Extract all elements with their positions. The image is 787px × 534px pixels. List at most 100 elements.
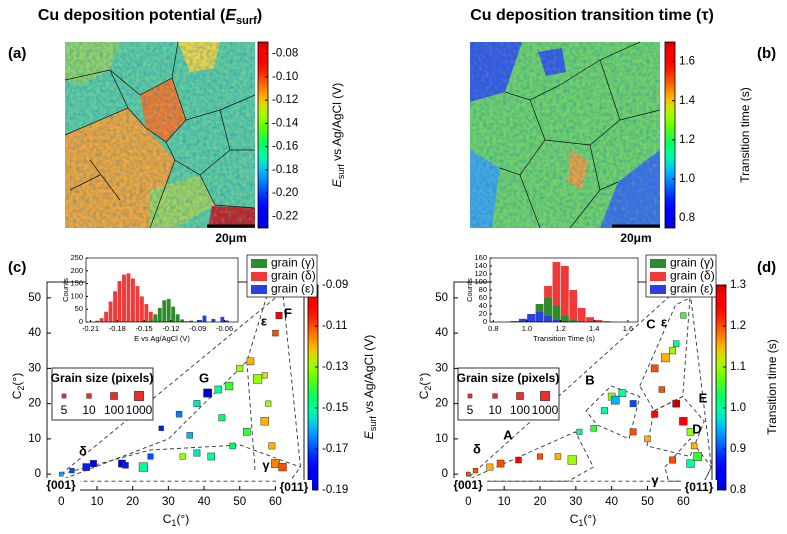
grain-marker [268, 442, 276, 450]
colorbar-tick-label: -0.14 [272, 117, 299, 129]
grain-marker [610, 395, 620, 405]
title-part: E [225, 7, 237, 24]
grain-marker [229, 442, 236, 450]
colorbar [664, 41, 676, 229]
grain-marker [466, 471, 471, 477]
grain-marker [203, 388, 212, 398]
colorbar-tick-label: 1.2 [679, 134, 695, 146]
colorbar [715, 284, 727, 491]
label-part: (°) [10, 373, 24, 386]
colorbar [307, 284, 319, 491]
grain-marker [246, 357, 255, 366]
grain-marker [679, 417, 688, 426]
colorbar-label: Transition time (s) [738, 87, 752, 183]
label-part: (°) [583, 512, 596, 526]
region-outlines [57, 290, 712, 482]
x-tick-label: 30 [162, 496, 175, 508]
grain-marker [224, 381, 234, 391]
panel-label: (c) [8, 259, 26, 276]
grain-marker [669, 347, 677, 355]
grain-marker [271, 459, 280, 468]
grain-marker [601, 407, 608, 415]
colorbar-tick-label: -0.09 [322, 279, 348, 291]
grain-marker [650, 364, 659, 373]
grain-marker [690, 442, 698, 450]
label-part: 2 [423, 386, 433, 391]
label-part: vs Ag/AgCl (V) [330, 83, 344, 164]
label-part: (°) [176, 512, 189, 526]
grain-marker [138, 462, 148, 472]
title: Cu deposition transition time (τ) [470, 7, 714, 24]
y-tick-label: 10 [28, 433, 41, 445]
colorbar-tick-label: 0.8 [730, 484, 746, 496]
label-part: E [362, 430, 376, 439]
x-axis-label: C1(°) [163, 512, 189, 528]
grain-marker [472, 467, 479, 474]
label-part: C [10, 390, 24, 399]
title-part: Cu deposition transition time (τ) [470, 7, 714, 24]
x-tick-label: 50 [641, 496, 654, 508]
colorbar-tick-label: 1.6 [679, 56, 695, 68]
grain-marker [644, 435, 651, 443]
x-tick-label: 40 [605, 496, 618, 508]
y-tick-label: 50 [28, 292, 41, 304]
map [470, 41, 661, 229]
grain-marker [193, 449, 201, 457]
grain-marker [265, 400, 272, 407]
panel-label: (b) [757, 45, 776, 62]
colorbar-tick-label: -0.20 [272, 187, 298, 199]
grain-marker [554, 453, 562, 460]
y-tick-label: 0 [35, 468, 41, 480]
map [64, 41, 256, 229]
y-tick-label: 20 [435, 398, 448, 410]
grain-marker [496, 459, 505, 468]
colorbar-tick-label: -0.16 [272, 141, 298, 153]
grain-marker [207, 452, 215, 461]
x-tick-label: 40 [198, 496, 211, 508]
colorbar-tick-label: 1.2 [730, 320, 746, 332]
colorbar-label: Esurf vs Ag/AgCl (V) [330, 83, 346, 187]
title-part: Cu deposition potential ( [38, 7, 226, 24]
label-part: C [163, 512, 172, 526]
title: Cu deposition potential (Esurf) [38, 7, 262, 27]
colorbar-tick-label: 0.8 [679, 212, 695, 224]
grain-marker [661, 353, 670, 363]
grain-marker [669, 456, 677, 464]
grain-marker [686, 459, 695, 468]
grain-marker [186, 432, 193, 439]
y-tick-label: 40 [435, 327, 448, 339]
x-tick-label: 60 [677, 496, 690, 508]
label-part: 1 [578, 518, 583, 528]
x-tick-label: 0 [465, 496, 471, 508]
grain-marker [147, 453, 154, 460]
grain-marker [272, 329, 279, 337]
scale-bar-label: 20μm [215, 231, 246, 245]
colorbar-tick-label: 1.4 [679, 95, 696, 107]
x-tick-label: 20 [534, 496, 547, 508]
label-part: (°) [417, 373, 431, 386]
label-part: 2 [16, 386, 26, 391]
title-part: ) [257, 7, 262, 24]
colorbar-tick-label: 1.0 [730, 402, 746, 414]
label-part: surf [368, 416, 378, 432]
label-part: C [417, 390, 431, 399]
y-tick-label: 30 [28, 362, 41, 374]
label-part: 1 [171, 518, 176, 528]
grain-marker [693, 452, 703, 461]
colorbar-tick-label: -0.17 [322, 443, 348, 455]
grain-marker [658, 386, 666, 393]
grain-marker [629, 400, 637, 408]
colorbar-tick-label: -0.11 [322, 320, 347, 332]
x-tick-label: 60 [269, 496, 282, 508]
grain-marker [618, 389, 627, 397]
label-part: vs Ag/AgCl (V) [362, 335, 376, 416]
colorbar [257, 41, 269, 229]
grain-marker [590, 425, 597, 432]
colorbar-tick-label: -0.12 [272, 94, 298, 106]
grain-marker [680, 312, 687, 319]
grain-marker [214, 385, 223, 394]
grain-marker [179, 453, 186, 460]
grain-marker [193, 400, 201, 408]
scale-bar-label: 20μm [620, 231, 651, 245]
